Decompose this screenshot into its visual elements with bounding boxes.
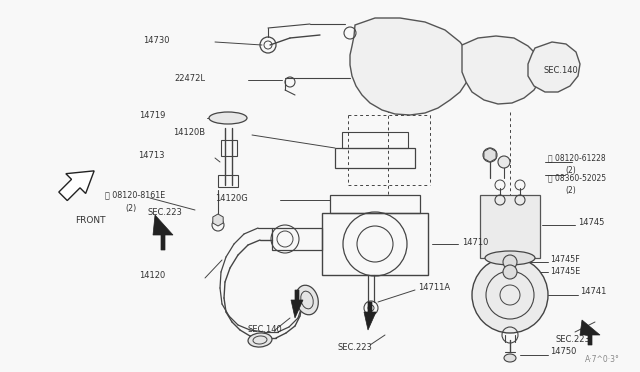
Bar xyxy=(330,195,420,213)
Bar xyxy=(342,132,408,148)
Text: 22472L: 22472L xyxy=(174,74,205,83)
Text: 14745E: 14745E xyxy=(550,267,580,276)
Polygon shape xyxy=(59,171,94,201)
Ellipse shape xyxy=(248,333,272,347)
Circle shape xyxy=(483,148,497,162)
Polygon shape xyxy=(213,214,223,226)
Text: 14120: 14120 xyxy=(139,270,165,279)
Circle shape xyxy=(503,255,517,269)
Polygon shape xyxy=(528,42,580,92)
Text: (2): (2) xyxy=(125,203,136,212)
Text: 14719: 14719 xyxy=(139,110,165,119)
Circle shape xyxy=(503,265,517,279)
Polygon shape xyxy=(291,290,303,318)
Text: 14745F: 14745F xyxy=(550,256,580,264)
Bar xyxy=(221,140,237,156)
Polygon shape xyxy=(484,148,496,162)
Polygon shape xyxy=(153,215,173,250)
Bar xyxy=(218,175,238,187)
Text: Ⓑ 08120-61228: Ⓑ 08120-61228 xyxy=(548,154,605,163)
Text: 14120G: 14120G xyxy=(215,193,248,202)
Text: SEC.223: SEC.223 xyxy=(148,208,183,217)
Text: Ⓢ 08360-52025: Ⓢ 08360-52025 xyxy=(548,173,606,183)
Circle shape xyxy=(498,156,510,168)
Text: Ⓑ 08120-8161E: Ⓑ 08120-8161E xyxy=(105,190,165,199)
Text: A·7^0·3°: A·7^0·3° xyxy=(585,356,620,365)
Polygon shape xyxy=(580,320,600,345)
Polygon shape xyxy=(350,18,472,115)
Polygon shape xyxy=(364,302,376,330)
Text: 14711A: 14711A xyxy=(418,283,450,292)
Text: (2): (2) xyxy=(565,166,576,174)
Text: 14741: 14741 xyxy=(580,288,606,296)
Bar xyxy=(322,213,428,275)
Text: 14710: 14710 xyxy=(462,237,488,247)
Text: 14120B: 14120B xyxy=(173,128,205,137)
Bar xyxy=(272,228,322,250)
Text: SEC.223: SEC.223 xyxy=(338,343,373,353)
Text: SEC.140: SEC.140 xyxy=(544,65,579,74)
Text: SEC.223: SEC.223 xyxy=(556,336,591,344)
Text: SEC.140: SEC.140 xyxy=(248,326,283,334)
Text: 14730: 14730 xyxy=(143,35,170,45)
Circle shape xyxy=(472,257,548,333)
Bar xyxy=(335,148,415,168)
Text: FRONT: FRONT xyxy=(75,215,105,224)
Text: (2): (2) xyxy=(565,186,576,195)
Ellipse shape xyxy=(296,285,318,315)
Ellipse shape xyxy=(485,251,535,265)
Ellipse shape xyxy=(504,354,516,362)
Polygon shape xyxy=(480,195,540,258)
Text: 14745: 14745 xyxy=(578,218,604,227)
Text: 14713: 14713 xyxy=(138,151,165,160)
Ellipse shape xyxy=(209,112,247,124)
Polygon shape xyxy=(462,36,542,104)
Text: 14750: 14750 xyxy=(550,347,577,356)
